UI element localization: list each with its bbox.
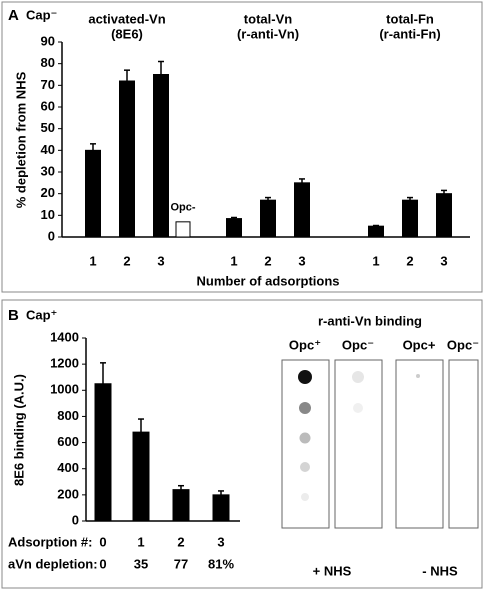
- y-tick-label: 800: [57, 408, 79, 423]
- category-label: 3: [217, 534, 224, 549]
- y-tick-label: 80: [41, 55, 55, 70]
- blot-dot: [352, 371, 364, 383]
- category-label: 2: [177, 534, 184, 549]
- lane-label: Opc⁻: [447, 337, 479, 352]
- x-tick-label: 2: [406, 253, 413, 268]
- x-tick-label: 3: [298, 253, 305, 268]
- y-tick-label: 60: [41, 98, 55, 113]
- bar: [85, 149, 101, 238]
- depletion-value: 35: [134, 556, 148, 571]
- bar: [226, 218, 242, 238]
- depletion-value: 0: [99, 556, 106, 571]
- group-title: total-Fn: [386, 11, 434, 26]
- blot-dot: [416, 374, 420, 378]
- category-label: 1: [137, 534, 144, 549]
- bar: [260, 199, 276, 238]
- group-title: (r-anti-Fn): [379, 26, 440, 41]
- category-label: 0: [99, 534, 106, 549]
- blot-dot: [353, 403, 363, 413]
- y-tick-label: 0: [72, 512, 79, 527]
- x-tick-label: 2: [123, 253, 130, 268]
- x-tick-label: 3: [440, 253, 447, 268]
- group-title: total-Vn: [244, 11, 292, 26]
- y-tick-label: 200: [57, 486, 79, 501]
- bar: [212, 494, 230, 522]
- panel-a-title: Cap⁻: [26, 7, 57, 22]
- bar: [436, 193, 452, 238]
- y-tick-label: 400: [57, 460, 79, 475]
- panel-b-frame: [1, 299, 483, 589]
- y-tick-label: 10: [41, 207, 55, 222]
- x-tick-label: 3: [157, 253, 164, 268]
- group-title: activated-Vn: [88, 11, 165, 26]
- bar: [132, 431, 150, 522]
- bar: [175, 221, 191, 238]
- y-tick-label: 1400: [50, 329, 79, 344]
- y-tick-label: 40: [41, 142, 55, 157]
- y-tick-label: 0: [48, 228, 55, 243]
- blot-title: r-anti-Vn binding: [318, 313, 422, 328]
- bar: [402, 199, 418, 238]
- panel-a-letter: A: [8, 7, 19, 24]
- row-label: aVn depletion:: [8, 556, 98, 571]
- panel-b-letter: B: [8, 307, 19, 324]
- bar: [153, 74, 169, 238]
- group-title: (8E6): [111, 26, 143, 41]
- x-tick-label: 2: [264, 253, 271, 268]
- y-tick-label: 30: [41, 163, 55, 178]
- bar: [94, 383, 112, 522]
- lane-label: Opc⁻: [342, 337, 374, 352]
- blot-dot: [299, 432, 311, 444]
- y-tick-label: 90: [41, 33, 55, 48]
- blot-dot: [298, 370, 312, 384]
- y-tick-label: 600: [57, 434, 79, 449]
- y-tick-label: 20: [41, 185, 55, 200]
- y-tick-label: 70: [41, 77, 55, 92]
- blot-dot: [299, 402, 311, 414]
- blot: [281, 359, 479, 529]
- row-label: Adsorption #:: [8, 534, 93, 549]
- y-tick-label: 50: [41, 120, 55, 135]
- x-axis-title: Number of adsorptions: [196, 273, 339, 288]
- condition-label: - NHS: [422, 563, 458, 578]
- x-tick-label: 1: [372, 253, 379, 268]
- bar: [172, 489, 190, 522]
- blot-strip: [395, 359, 444, 529]
- panel-b-title: Cap⁺: [26, 307, 57, 322]
- bar: [368, 225, 384, 238]
- blot-dot: [300, 462, 310, 472]
- blot-strip: [281, 359, 330, 529]
- bar: [294, 182, 310, 238]
- blot-strip: [448, 359, 479, 529]
- y-tick-label: 1000: [50, 382, 79, 397]
- control-label: Opc-: [170, 202, 195, 214]
- lane-label: Opc+: [403, 337, 436, 352]
- panel-a-frame: [1, 1, 483, 293]
- bar: [119, 80, 135, 238]
- x-tick-label: 1: [230, 253, 237, 268]
- blot-dot: [301, 493, 309, 501]
- y-axis-title: % depletion from NHS: [13, 71, 28, 208]
- group-title: (r-anti-Vn): [237, 26, 299, 41]
- lane-label: Opc⁺: [289, 337, 321, 352]
- y-axis-title: 8E6 binding (A.U.): [11, 374, 26, 486]
- condition-label: + NHS: [313, 563, 352, 578]
- depletion-value: 81%: [208, 556, 234, 571]
- depletion-value: 77: [174, 556, 188, 571]
- x-tick-label: 1: [89, 253, 96, 268]
- y-tick-label: 1200: [50, 356, 79, 371]
- blot-strip: [334, 359, 383, 529]
